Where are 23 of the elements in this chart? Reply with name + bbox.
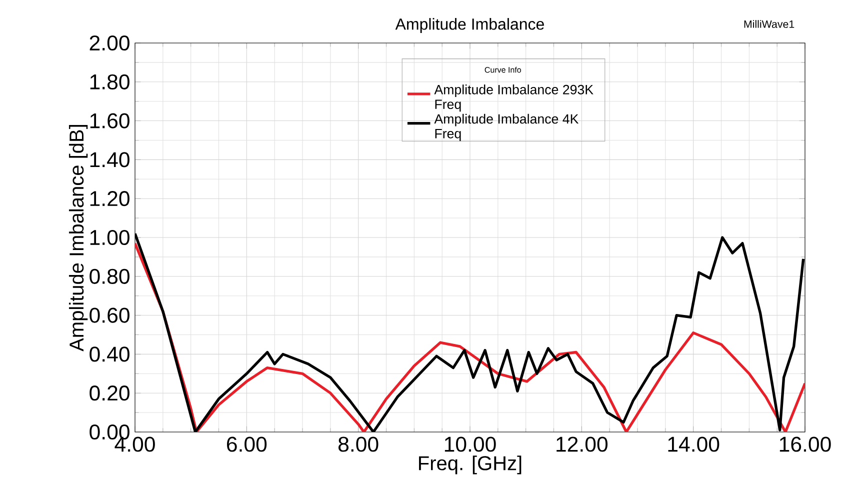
- y-tick-label: 1.00: [90, 230, 130, 246]
- x-tick-label: 6.00: [227, 436, 267, 452]
- y-tick-label: 1.60: [90, 113, 130, 128]
- x-axis-title: Freq. [GHz]: [419, 456, 522, 474]
- y-tick-label: 1.20: [90, 191, 130, 206]
- x-tick-label: 8.00: [338, 436, 378, 452]
- y-tick-label: 0.40: [90, 346, 130, 362]
- y-tick-label: 1.40: [90, 152, 130, 168]
- x-tick-label: 12.00: [556, 436, 608, 452]
- y-axis-title: Amplitude Imbalance [dB]: [68, 125, 88, 352]
- x-tick-label: 16.00: [780, 436, 831, 452]
- legend-label: Amplitude Imbalance 4K Freq: [434, 114, 579, 141]
- x-tick-label: 10.00: [444, 436, 496, 452]
- y-tick-label: 0.20: [90, 386, 130, 401]
- x-tick-label: 14.00: [668, 436, 720, 452]
- legend-label: Amplitude Imbalance 293K Freq: [434, 84, 594, 112]
- text: MilliWave1: [744, 20, 794, 28]
- y-tick-label: 1.80: [90, 74, 130, 90]
- y-tick-label: 2.00: [90, 35, 130, 51]
- y-tick-label: 0.60: [90, 308, 130, 323]
- y-tick-label: 0.80: [90, 268, 130, 284]
- legend-title: Curve Info: [484, 66, 521, 73]
- chart-title: Amplitude Imbalance: [395, 18, 544, 33]
